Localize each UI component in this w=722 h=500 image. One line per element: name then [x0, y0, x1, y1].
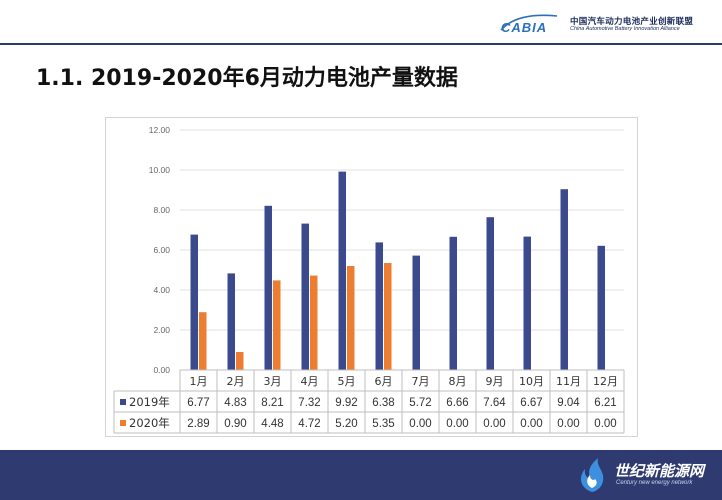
data-table-value: 0.90 — [224, 418, 246, 430]
page-title: 1.1. 2019-2020年6月动力电池产量数据 — [36, 66, 458, 91]
x-category-label: 10月 — [519, 375, 544, 388]
legend-series-name: 2020年 — [129, 416, 170, 430]
footer-logo-cn: 世纪新能源网 — [614, 462, 705, 480]
x-category-label: 11月 — [556, 375, 581, 388]
data-table-value: 0.00 — [520, 418, 542, 430]
cabia-wordmark: CABIA — [501, 20, 547, 35]
data-table-value: 4.72 — [298, 418, 320, 430]
footer-logo-en: Century new energy network — [616, 480, 693, 486]
bar-2019 — [597, 245, 605, 370]
bar-2020 — [236, 352, 244, 370]
data-table-value: 6.21 — [594, 397, 616, 409]
bar-2019 — [449, 236, 457, 370]
data-table-value: 7.64 — [483, 397, 506, 409]
y-tick-label: 6.00 — [153, 245, 170, 255]
data-table-value: 6.66 — [446, 397, 468, 409]
y-tick-label: 2.00 — [153, 325, 170, 335]
data-table-value: 6.38 — [372, 397, 394, 409]
y-tick-label: 0.00 — [153, 365, 170, 375]
data-table-value: 7.32 — [298, 397, 320, 409]
data-table-value: 5.72 — [409, 397, 431, 409]
y-tick-label: 12.00 — [149, 125, 171, 135]
data-table-value: 0.00 — [483, 418, 505, 430]
data-table-value: 5.20 — [335, 418, 357, 430]
x-category-label: 1月 — [190, 375, 208, 388]
bar-2020 — [199, 312, 207, 370]
bar-2020 — [384, 263, 392, 370]
x-category-label: 2月 — [227, 375, 245, 388]
bar-2020 — [273, 280, 281, 370]
x-category-label: 3月 — [264, 375, 282, 388]
footer-logo: 世纪新能源网 Century new energy network — [572, 455, 722, 495]
bar-2019 — [264, 205, 272, 370]
x-category-label: 7月 — [412, 375, 430, 388]
data-table-value: 5.35 — [372, 418, 394, 430]
logo-cn-text: 中国汽车动力电池产业创新联盟 — [570, 16, 694, 26]
x-category-label: 5月 — [338, 375, 356, 388]
cabia-logo-mark: CABIA — [500, 14, 558, 35]
y-tick-label: 4.00 — [153, 285, 170, 295]
legend-swatch — [120, 420, 126, 426]
data-table-value: 9.04 — [557, 397, 580, 409]
data-table-value: 0.00 — [409, 418, 431, 430]
data-table-value: 4.48 — [261, 418, 283, 430]
header-rule — [0, 43, 722, 45]
y-tick-label: 8.00 — [153, 205, 170, 215]
bar-2019 — [486, 217, 494, 370]
bar-chart: 0.00 2.00 4.00 6.00 8.00 10.00 12.00 1月 2月 3月 4月 5月… — [113, 125, 625, 434]
data-table-value: 0.00 — [594, 418, 616, 430]
data-table-value: 0.00 — [446, 418, 468, 430]
bar-2019 — [560, 189, 568, 370]
data-table-value: 9.92 — [335, 397, 357, 409]
bar-2019 — [412, 255, 420, 370]
data-table-value: 2.89 — [187, 418, 209, 430]
data-table-value: 8.21 — [261, 397, 283, 409]
logo-en-text: China Automotive Battery Innovation Alli… — [570, 26, 680, 32]
bar-2019 — [375, 242, 383, 370]
chart-container: 0.00 2.00 4.00 6.00 8.00 10.00 12.00 1月 2月 3月 4月 5月… — [105, 117, 638, 437]
flame-logo-icon — [580, 458, 604, 492]
bar-2020 — [347, 266, 355, 370]
bar-2019 — [190, 234, 198, 370]
x-category-label: 12月 — [593, 375, 618, 388]
x-category-label: 8月 — [449, 375, 467, 388]
bar-2019 — [227, 273, 235, 370]
bar-2019 — [301, 223, 309, 370]
bar-2019 — [523, 236, 531, 370]
cabia-logo: CABIA 中国汽车动力电池产业创新联盟 China Automotive Ba… — [497, 10, 719, 38]
legend-swatch — [120, 399, 126, 405]
x-category-label: 6月 — [375, 375, 393, 388]
y-tick-label: 10.00 — [149, 165, 171, 175]
x-category-label: 4月 — [301, 375, 319, 388]
bar-2020 — [310, 275, 318, 370]
data-table-value: 0.00 — [557, 418, 579, 430]
bar-2019 — [338, 171, 346, 370]
data-table-value: 6.77 — [187, 397, 209, 409]
data-table-value: 6.67 — [520, 397, 542, 409]
legend-series-name: 2019年 — [129, 395, 170, 409]
data-table-value: 4.83 — [224, 397, 246, 409]
x-category-label: 9月 — [486, 375, 504, 388]
